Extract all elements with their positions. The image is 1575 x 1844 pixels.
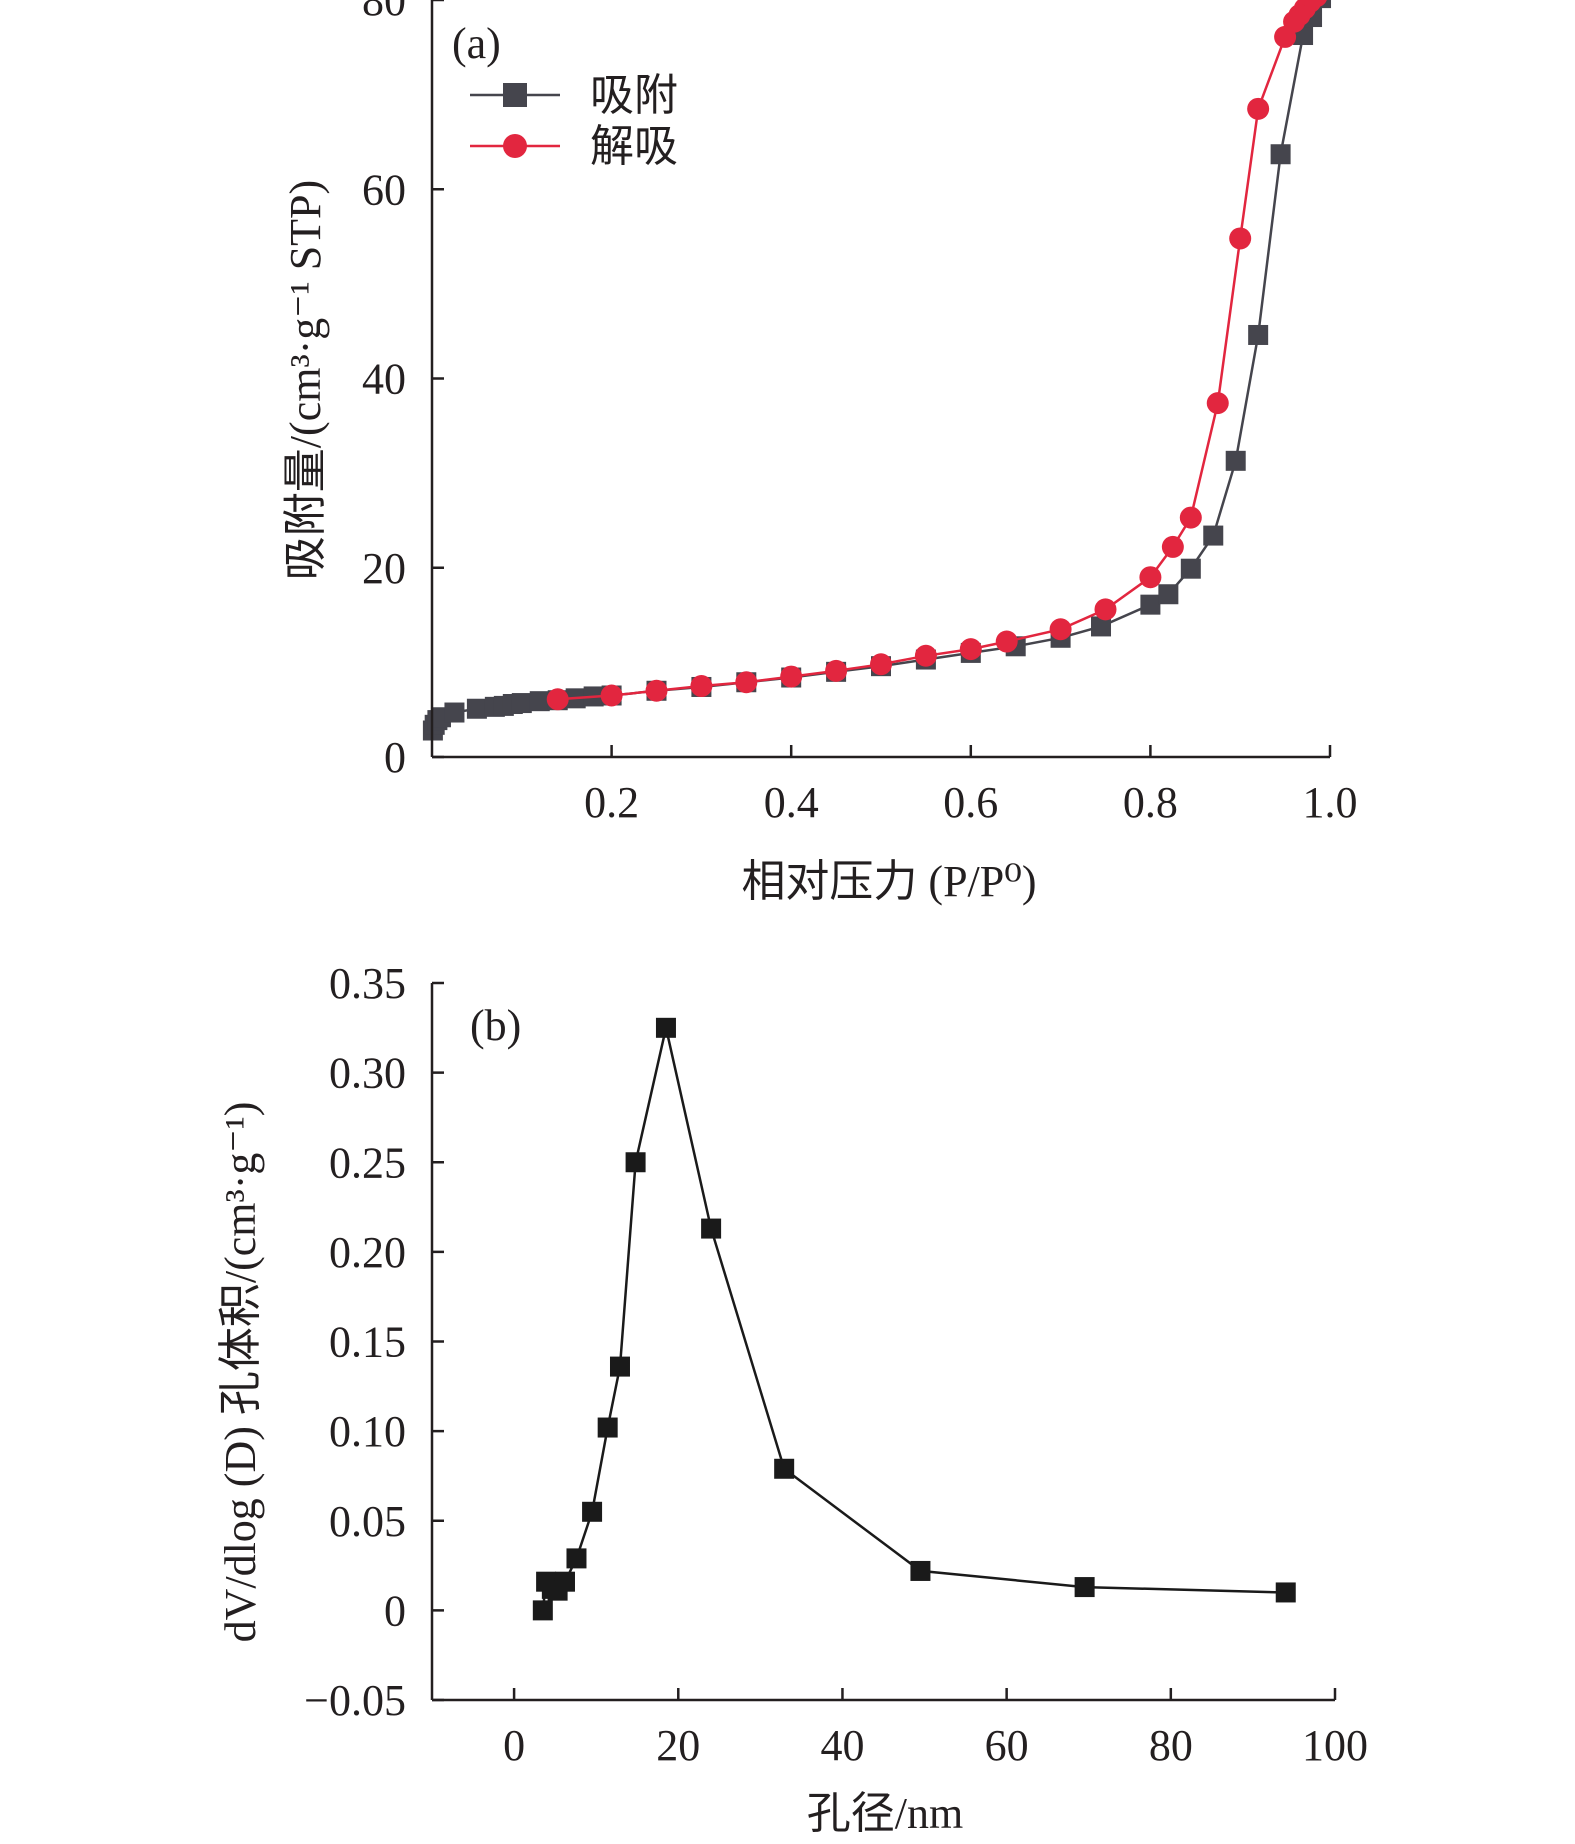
- panel-a-label: (a): [452, 19, 501, 68]
- panel-b-series-0-line: [541, 1027, 1286, 1611]
- panel-b-series-0-point: [625, 1152, 646, 1173]
- panel-a-series-1-point: [735, 671, 758, 694]
- legend-marker-desorption: [503, 134, 527, 158]
- panel-b-axes: [430, 981, 1337, 1702]
- panel-a-series-1-point: [645, 679, 668, 702]
- panel-a-series-1-point: [1094, 598, 1117, 621]
- y-tick-label: 40: [362, 355, 406, 404]
- panel-a-series-0-point: [1091, 616, 1112, 637]
- panel-a-series-1-point: [1161, 535, 1184, 558]
- panel-a-series-1-point: [546, 688, 569, 711]
- panel-a-axes: [430, 0, 1332, 759]
- panel-b-series-0-point: [655, 1017, 676, 1038]
- panel-b-y-axis-title: dV/dlog (D) 孔体积/(cm³·g⁻¹): [216, 1102, 265, 1643]
- y-tick-label: −0.05: [304, 1676, 406, 1725]
- panel-b-series-0-point: [597, 1417, 618, 1438]
- panel-a-marks: [422, 0, 1332, 741]
- panel-a-x-axis-title: 相对压力 (P/P⁰): [741, 857, 1036, 906]
- x-tick-label: 20: [656, 1721, 700, 1770]
- panel-b-series-0-point: [910, 1560, 931, 1581]
- panel-a-series-0-point: [1158, 584, 1179, 605]
- panel-a-series-0-point: [529, 691, 550, 712]
- y-tick-label: 80: [362, 0, 406, 25]
- panel-a-tick-labels: 0.2 0.4 0.6 0.8 1.0 0 20 40 60 80: [362, 0, 1358, 827]
- panel-b-series-0-point: [1074, 1577, 1095, 1598]
- y-tick-label: 0.30: [329, 1049, 406, 1098]
- y-tick-label: 0.15: [329, 1318, 406, 1367]
- panel-b-series-0-point: [566, 1548, 587, 1569]
- panel-a-series-0-point: [1270, 144, 1291, 165]
- panel-a-series-0-line: [431, 0, 1322, 731]
- x-tick-label: 80: [1149, 1721, 1193, 1770]
- panel-a-series-1-point: [870, 653, 892, 676]
- y-tick-label: 0.10: [329, 1407, 406, 1456]
- panel-a-series-1-point: [1229, 227, 1252, 250]
- panel-b-tick-labels: 0 20 40 60 80 100 −0.05 0 0.05 0.10 0.15 0.20 0.25 0.…: [304, 959, 1368, 1770]
- panel-a-series-1-point: [1274, 25, 1297, 48]
- panel-a-series-1-point: [600, 684, 623, 707]
- y-tick-label: 0.35: [329, 959, 406, 1008]
- panel-a-series-1-point: [959, 638, 982, 661]
- legend-marker-adsorption: [503, 83, 527, 107]
- panel-b-series-0-point: [554, 1571, 575, 1592]
- legend-label-desorption: 解吸: [590, 122, 678, 171]
- y-tick-label: 0.05: [329, 1497, 406, 1546]
- panel-a-series-0-point: [1203, 525, 1224, 546]
- panel-a-series-1-point: [1139, 566, 1162, 589]
- panel-a-series-1-point: [690, 675, 713, 698]
- x-tick-label: 0.2: [584, 778, 639, 827]
- panel-b-pore-size-chart: 0 20 40 60 80 100 −0.05 0 0.05 0.10 0.15 0.20 0.25 0.…: [216, 959, 1368, 1838]
- panel-a-series-1-point: [780, 665, 803, 688]
- y-tick-label: 0: [384, 733, 406, 782]
- x-tick-label: 100: [1302, 1721, 1368, 1770]
- panel-b-series-0-point: [1275, 1582, 1296, 1603]
- x-tick-label: 0.4: [764, 778, 819, 827]
- panel-b-series-0-point: [774, 1458, 795, 1479]
- panel-b-x-axis-title: 孔径/nm: [807, 1789, 963, 1838]
- panel-a-series-1-point: [995, 630, 1018, 653]
- panel-b-series-0-point: [701, 1218, 722, 1239]
- panel-a-series-1-point: [1247, 97, 1270, 120]
- panel-b-label: (b): [470, 1001, 521, 1050]
- panel-a-isotherm-chart: 0.2 0.4 0.6 0.8 1.0 0 20 40 60 80 (a) 相对压力 (P/P⁰)…: [281, 0, 1358, 906]
- panel-b-series-0-point: [582, 1501, 603, 1522]
- panel-a-series-0-point: [1248, 324, 1269, 345]
- x-tick-label: 0.6: [943, 778, 998, 827]
- panel-a-series-0-point: [511, 693, 532, 714]
- y-tick-label: 60: [362, 165, 406, 214]
- panel-a-series-1-point: [1049, 618, 1072, 641]
- panel-a-y-axis-title: 吸附量/(cm³·g⁻¹ STP): [281, 180, 330, 580]
- panel-a-series-1-point: [1179, 506, 1202, 529]
- x-tick-label: 40: [820, 1721, 864, 1770]
- panel-a-series-1-point: [914, 644, 937, 667]
- panel-a-series-1-point: [1206, 392, 1229, 415]
- panel-a-series-0-point: [466, 698, 487, 719]
- x-tick-label: 60: [985, 1721, 1029, 1770]
- y-tick-label: 0.20: [329, 1228, 406, 1277]
- y-tick-label: 0: [384, 1586, 406, 1635]
- y-tick-label: 20: [362, 544, 406, 593]
- panel-b-series-0-point: [609, 1356, 630, 1377]
- x-tick-label: 0.8: [1123, 778, 1178, 827]
- panel-a-series-0-point: [1225, 450, 1246, 471]
- panel-a-series-0-point: [1180, 558, 1201, 579]
- x-tick-label: 1.0: [1303, 778, 1358, 827]
- panel-a-series-0-point: [444, 702, 465, 723]
- panel-b-marks: [532, 1017, 1296, 1621]
- x-tick-label: 0: [503, 1721, 525, 1770]
- panel-a-series-0-point: [1140, 594, 1161, 615]
- legend-label-adsorption: 吸附: [590, 71, 678, 120]
- panel-a-legend: 吸附 解吸: [470, 71, 678, 171]
- y-tick-label: 0.25: [329, 1138, 406, 1187]
- panel-a-series-1-point: [825, 659, 848, 682]
- panel-b-series-0-point: [532, 1600, 553, 1621]
